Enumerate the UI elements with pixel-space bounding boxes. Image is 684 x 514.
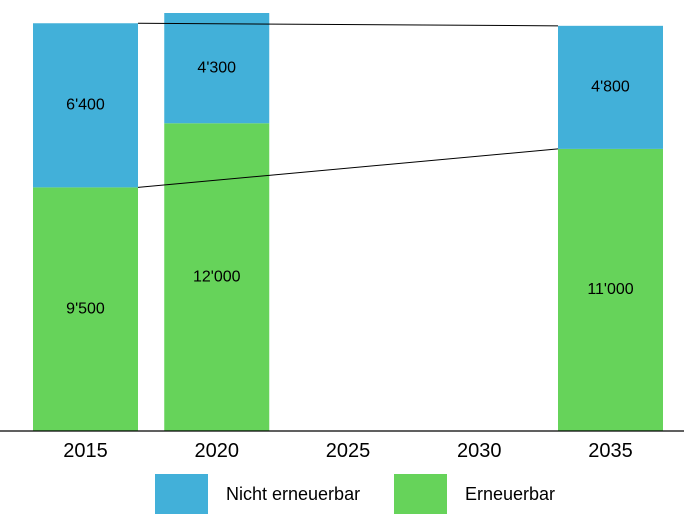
data-label-renewable-2020: 12'000 — [193, 268, 241, 285]
connector-line-renewable — [137, 148, 559, 188]
data-label-non-renewable-2020: 4'300 — [197, 59, 236, 76]
data-label-non-renewable-2015: 6'400 — [66, 97, 105, 114]
x-tick-label-2015: 2015 — [63, 440, 108, 462]
bar-non-renewable-2035 — [558, 25, 663, 149]
bar-renewable-2015 — [33, 187, 138, 431]
legend-label-non-renewable: Nicht erneuerbar — [226, 483, 361, 504]
stacked-bar-chart: 9'500 6'400 12'000 4'300 11'000 4'800 2015 2020… — [0, 13, 684, 462]
legend-item-renewable: Erneuerbar — [394, 474, 555, 514]
connector-line-non-renewable — [137, 22, 559, 27]
legend-swatch-non-renewable — [155, 474, 208, 514]
x-tick-label-2035: 2035 — [588, 440, 633, 462]
legend-item-non-renewable: Nicht erneuerbar — [155, 474, 360, 514]
bar-renewable-2035 — [558, 148, 663, 431]
legend-swatch-renewable — [394, 474, 447, 514]
bar-non-renewable-2015 — [33, 23, 138, 188]
x-tick-label-2030: 2030 — [457, 440, 502, 462]
bar-non-renewable-2020 — [164, 13, 270, 124]
data-label-renewable-2035: 11'000 — [587, 281, 633, 298]
legend-label-renewable: Erneuerbar — [465, 483, 556, 504]
x-tick-label-2025: 2025 — [326, 440, 371, 462]
legend: Nicht erneuerbar Erneuerbar — [0, 474, 684, 514]
data-label-non-renewable-2035: 4'800 — [591, 79, 630, 96]
x-tick-label-2020: 2020 — [195, 440, 240, 462]
bar-renewable-2020 — [164, 123, 270, 432]
data-label-renewable-2015: 9'500 — [66, 300, 105, 317]
